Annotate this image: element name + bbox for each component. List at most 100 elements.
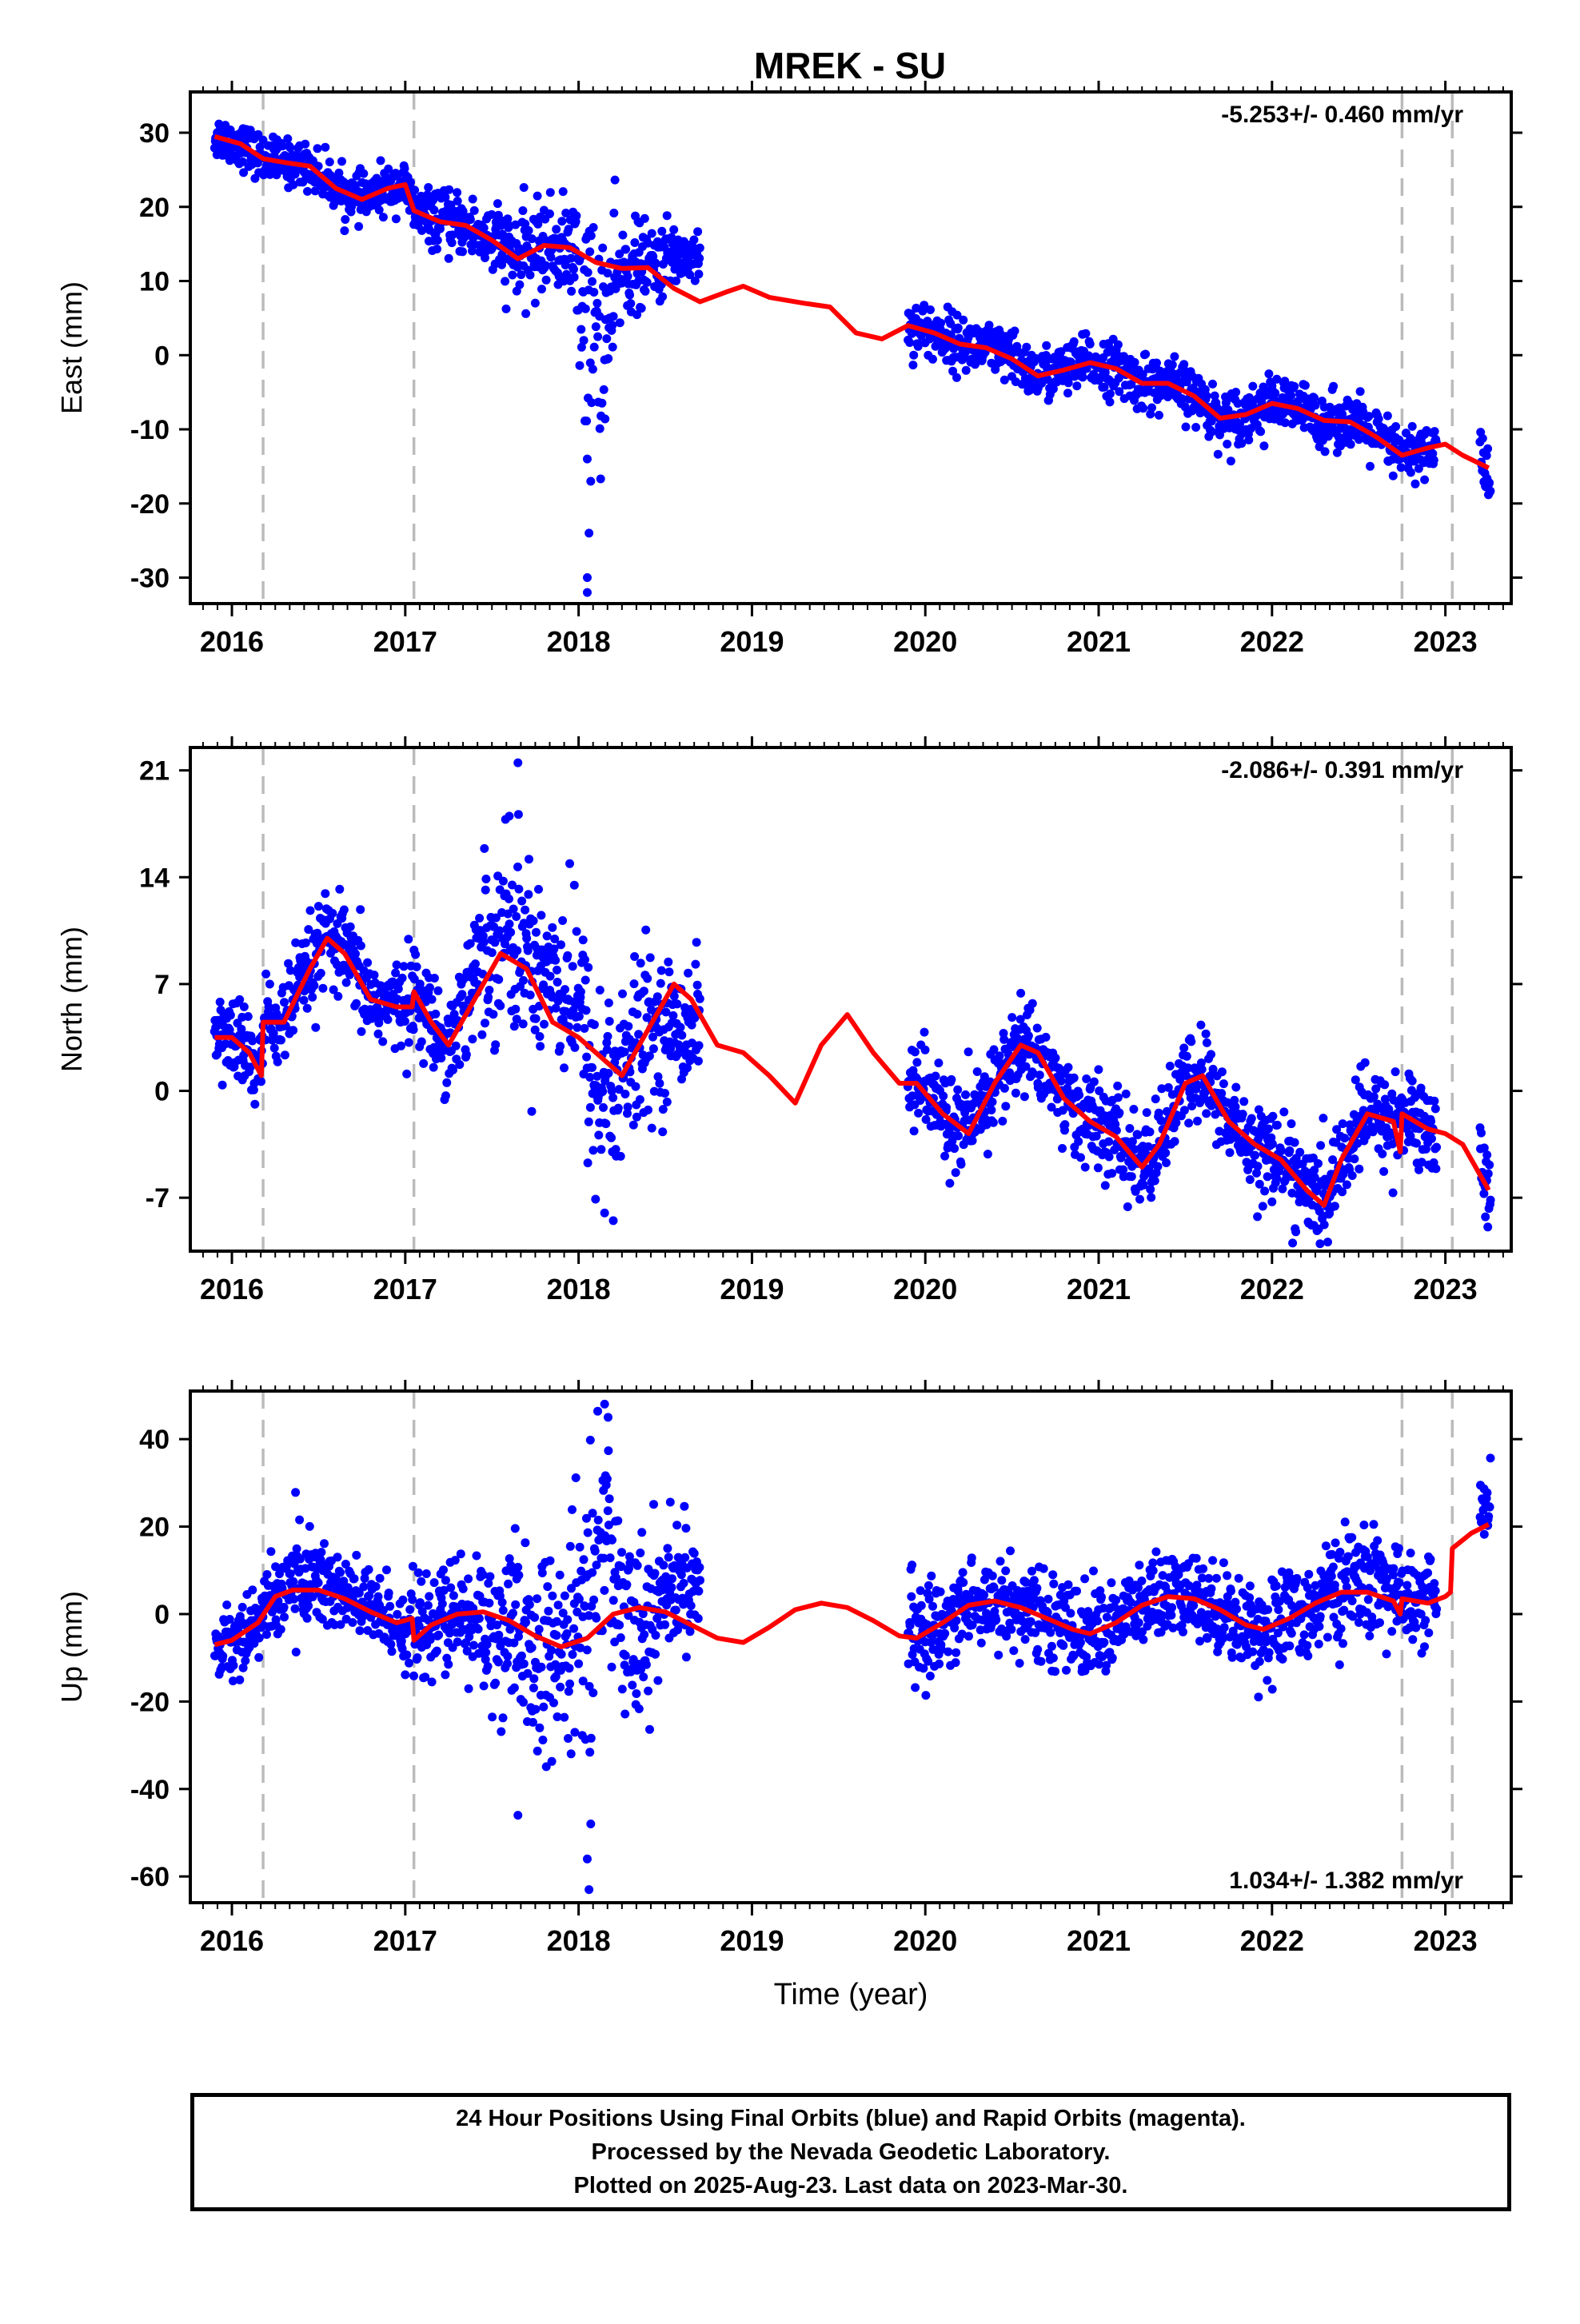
data-point	[445, 185, 453, 194]
data-point	[1264, 1125, 1273, 1134]
data-point	[1430, 427, 1439, 436]
data-point	[480, 844, 489, 853]
data-point	[1187, 1102, 1196, 1110]
data-point	[1431, 1104, 1440, 1113]
data-point	[464, 1574, 473, 1583]
data-point	[589, 365, 597, 373]
data-point	[216, 998, 225, 1007]
data-point	[596, 986, 604, 995]
data-point	[409, 1672, 418, 1680]
data-point	[660, 1089, 669, 1098]
data-point	[352, 1551, 361, 1560]
data-point	[1135, 1195, 1144, 1204]
data-point	[1338, 410, 1347, 419]
data-point	[1113, 1082, 1122, 1090]
data-point	[1267, 1198, 1276, 1206]
data-point	[499, 877, 508, 886]
data-point	[280, 998, 289, 1007]
data-point	[530, 1613, 539, 1622]
y-tick-label: 10	[139, 267, 170, 297]
data-point	[510, 1684, 519, 1692]
data-point	[1391, 422, 1400, 431]
data-point	[589, 288, 598, 297]
data-point	[609, 1596, 618, 1604]
data-point	[600, 415, 609, 424]
data-point	[544, 1607, 553, 1616]
data-point	[1191, 423, 1200, 432]
data-point	[519, 1698, 528, 1707]
data-point	[667, 1583, 676, 1592]
data-point	[419, 1059, 428, 1068]
data-point	[653, 992, 662, 1001]
data-point	[585, 528, 593, 537]
data-point	[570, 1043, 579, 1052]
data-point	[567, 287, 576, 296]
data-point	[616, 1152, 625, 1161]
data-point	[1231, 388, 1240, 397]
data-point	[477, 1030, 486, 1039]
data-point	[1155, 1109, 1163, 1118]
data-point	[1001, 1102, 1010, 1110]
data-point	[295, 1516, 304, 1525]
data-point	[1033, 1024, 1042, 1033]
data-point	[521, 906, 529, 915]
data-point	[604, 1446, 612, 1455]
data-point	[385, 1589, 393, 1597]
data-point	[449, 1591, 458, 1600]
data-point	[433, 1647, 441, 1656]
data-point	[311, 1023, 320, 1032]
data-point	[526, 991, 535, 999]
data-point	[405, 1038, 413, 1047]
data-point	[1427, 1134, 1436, 1143]
data-point	[404, 935, 413, 943]
data-point	[537, 285, 546, 293]
data-point	[620, 1710, 629, 1719]
data-point	[593, 333, 602, 341]
data-point	[250, 1100, 259, 1109]
data-point	[682, 1652, 691, 1661]
data-point	[563, 951, 572, 960]
data-point	[589, 223, 598, 232]
data-point	[265, 980, 274, 989]
data-point	[630, 979, 639, 988]
data-point	[942, 1103, 951, 1112]
data-point	[668, 1011, 677, 1020]
data-point	[604, 1069, 613, 1078]
data-point	[414, 1569, 423, 1577]
data-point	[350, 1574, 359, 1583]
data-point	[1202, 1109, 1211, 1118]
data-point	[1389, 472, 1398, 480]
data-point	[939, 1092, 948, 1101]
data-point	[533, 1594, 541, 1603]
data-point	[480, 1681, 489, 1690]
data-point	[1094, 1065, 1103, 1074]
data-point	[533, 192, 542, 201]
data-point	[425, 983, 434, 992]
data-point	[657, 967, 666, 975]
data-point	[551, 956, 560, 965]
data-point	[1375, 415, 1383, 424]
data-point	[303, 1004, 312, 1013]
data-point	[663, 1544, 672, 1553]
data-point	[536, 1042, 545, 1050]
data-point	[548, 1592, 557, 1600]
data-point	[1114, 341, 1123, 349]
data-point	[594, 1516, 603, 1525]
data-point	[582, 417, 591, 425]
data-point	[475, 914, 484, 923]
data-point	[521, 1618, 530, 1627]
data-point	[524, 890, 533, 899]
data-point	[604, 999, 613, 1007]
data-point	[1414, 1166, 1423, 1174]
data-point	[696, 995, 704, 1003]
data-point	[393, 1610, 401, 1619]
data-point	[431, 1010, 440, 1018]
data-point	[522, 934, 531, 943]
data-point	[581, 305, 590, 313]
data-point	[557, 1650, 566, 1659]
data-point	[573, 927, 581, 936]
data-point	[1146, 1127, 1155, 1136]
data-point	[668, 1574, 676, 1583]
data-point	[531, 299, 540, 308]
